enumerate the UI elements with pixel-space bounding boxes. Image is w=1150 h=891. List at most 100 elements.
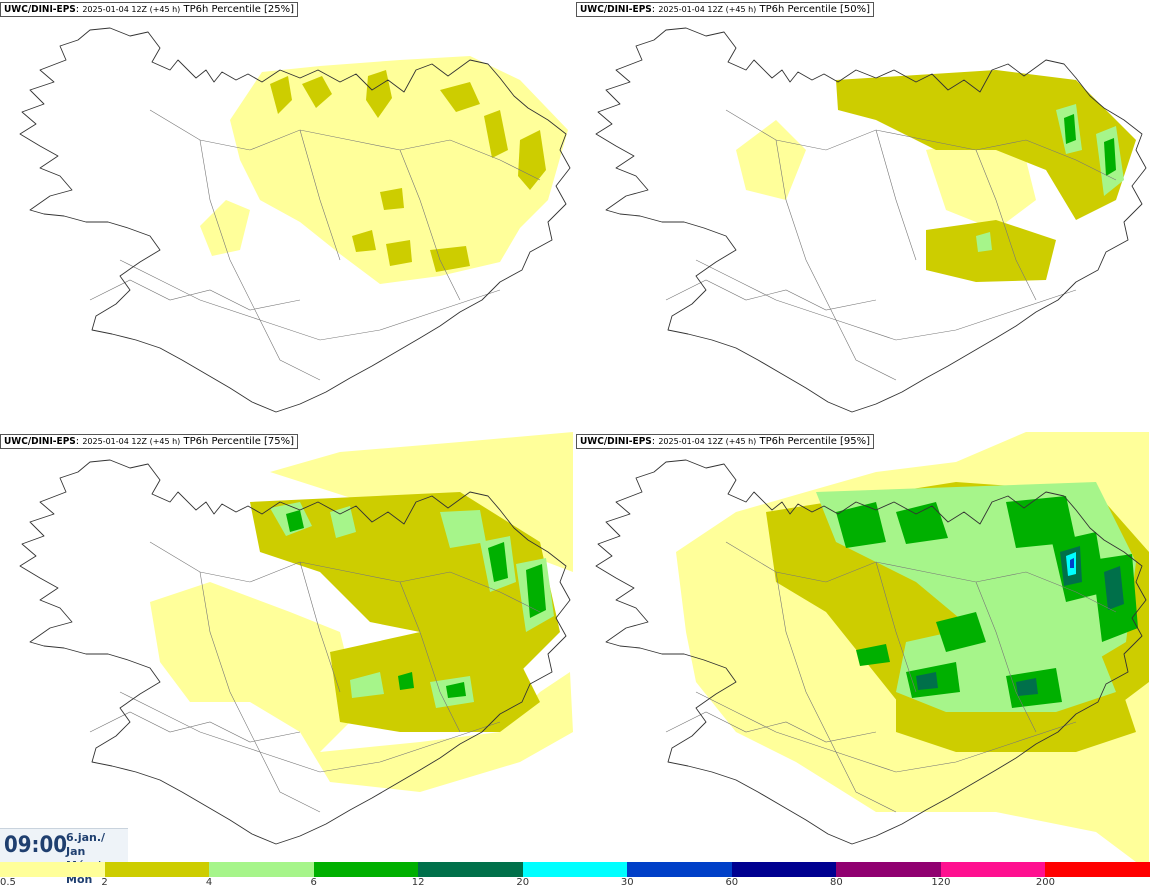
colorbar-tick-label: 0.5 bbox=[0, 877, 16, 888]
precip-contour bbox=[1006, 496, 1076, 548]
precip-contour bbox=[836, 502, 886, 548]
colorbar-tick-label: 2 bbox=[101, 877, 108, 888]
precip-contour bbox=[976, 232, 992, 252]
road-line bbox=[119, 259, 501, 341]
colorbar-tick-label: 30 bbox=[620, 877, 634, 888]
road-line bbox=[875, 561, 917, 693]
precip-contour bbox=[230, 56, 568, 284]
road-line bbox=[119, 691, 501, 773]
precip-field bbox=[736, 70, 1136, 282]
road-line bbox=[775, 139, 837, 321]
precip-contour bbox=[518, 130, 546, 190]
map-canvas-p50 bbox=[595, 27, 1147, 413]
map-canvas-p75 bbox=[19, 432, 573, 845]
precip-contour bbox=[380, 188, 404, 210]
valid-time: 09:00 bbox=[4, 833, 68, 858]
road-line bbox=[725, 109, 1117, 181]
precip-field bbox=[200, 56, 568, 284]
panel-field: TP6h Percentile [50%] bbox=[759, 4, 871, 15]
colorbar-segment bbox=[418, 862, 523, 877]
precip-contour bbox=[896, 502, 948, 544]
coastline bbox=[595, 459, 1147, 845]
road-line bbox=[835, 319, 897, 381]
road-line bbox=[695, 259, 1077, 341]
precip-contour bbox=[270, 76, 292, 114]
map-panel-p95: UWC/DINI-EPS: 2025-01-04 12Z (+45 h) TP6… bbox=[576, 432, 1149, 862]
colorbar-segment bbox=[940, 862, 1046, 877]
road-network bbox=[89, 541, 541, 813]
colorbar-tick-label: 60 bbox=[725, 877, 739, 888]
precip-contour bbox=[856, 644, 890, 666]
precip-contour bbox=[1016, 678, 1038, 696]
colorbar-tick-label: 6 bbox=[310, 877, 317, 888]
map-canvas-p95 bbox=[595, 432, 1149, 862]
map-panel-p25: UWC/DINI-EPS: 2025-01-04 12Z (+45 h) TP6… bbox=[0, 0, 573, 430]
precip-contour bbox=[286, 510, 304, 532]
colorbar-tick-label: 12 bbox=[411, 877, 425, 888]
road-line bbox=[975, 581, 1037, 733]
map-canvas-p25 bbox=[19, 27, 571, 413]
precip-contour bbox=[350, 672, 384, 698]
road-line bbox=[299, 561, 341, 693]
road-line bbox=[725, 541, 1117, 613]
map-panel-p75: UWC/DINI-EPS: 2025-01-04 12Z (+45 h) TP6… bbox=[0, 432, 573, 862]
road-line bbox=[399, 581, 461, 733]
panel-run-time: 2025-01-04 12Z (+45 h) bbox=[658, 5, 757, 14]
road-line bbox=[665, 279, 877, 311]
precip-contour bbox=[926, 140, 1036, 230]
precip-contour bbox=[440, 510, 486, 548]
road-line bbox=[149, 541, 541, 613]
road-line bbox=[199, 139, 261, 321]
panel-source: UWC/DINI-EPS bbox=[4, 436, 76, 447]
precip-contour bbox=[150, 582, 573, 792]
road-line bbox=[259, 751, 321, 813]
coastline bbox=[19, 27, 571, 413]
precip-field bbox=[676, 432, 1149, 862]
valid-time-box: 09:00 6.jan./ Jan Mán./ Mon bbox=[0, 828, 128, 886]
road-line bbox=[775, 571, 837, 753]
precip-contour bbox=[302, 76, 332, 108]
road-line bbox=[695, 691, 1077, 773]
road-network bbox=[665, 109, 1117, 381]
panel-divider-horizontal bbox=[0, 428, 1150, 432]
road-line bbox=[835, 751, 897, 813]
road-line bbox=[89, 279, 301, 311]
panel-source: UWC/DINI-EPS bbox=[580, 436, 652, 447]
colorbar-segment bbox=[836, 862, 941, 877]
panel-source: UWC/DINI-EPS bbox=[4, 4, 76, 15]
colorbar-ticks: 0.5 2 4 6 12 20 30 60 80 120 200 bbox=[0, 877, 1150, 891]
precip-colorbar bbox=[0, 862, 1150, 877]
road-line bbox=[875, 129, 917, 261]
panel-field: TP6h Percentile [75%] bbox=[183, 436, 295, 447]
colorbar-tick-label: 20 bbox=[516, 877, 530, 888]
colorbar-tick-label: 120 bbox=[931, 877, 951, 888]
colorbar-segment bbox=[1045, 862, 1150, 877]
panel-field: TP6h Percentile [25%] bbox=[183, 4, 295, 15]
precip-contour bbox=[1104, 138, 1116, 176]
precip-contour bbox=[926, 220, 1056, 282]
precip-contour bbox=[1070, 558, 1074, 568]
panel-title-p25: UWC/DINI-EPS: 2025-01-04 12Z (+45 h) TP6… bbox=[0, 2, 299, 17]
road-line bbox=[975, 149, 1037, 301]
colorbar-tick-label: 200 bbox=[1035, 877, 1055, 888]
colorbar-segment bbox=[313, 862, 419, 877]
colorbar-tick-label: 4 bbox=[205, 877, 213, 888]
panel-title-p75: UWC/DINI-EPS: 2025-01-04 12Z (+45 h) TP6… bbox=[0, 434, 299, 449]
panel-title-p95: UWC/DINI-EPS: 2025-01-04 12Z (+45 h) TP6… bbox=[576, 434, 875, 449]
panel-run-time: 2025-01-04 12Z (+45 h) bbox=[658, 437, 757, 446]
panel-field: TP6h Percentile [95%] bbox=[759, 436, 871, 447]
precip-contour bbox=[430, 246, 470, 272]
colorbar-segment bbox=[104, 862, 210, 877]
panel-source: UWC/DINI-EPS bbox=[580, 4, 652, 15]
panel-run-time: 2025-01-04 12Z (+45 h) bbox=[82, 5, 181, 14]
panel-title-p50: UWC/DINI-EPS: 2025-01-04 12Z (+45 h) TP6… bbox=[576, 2, 875, 17]
precip-contour bbox=[836, 70, 1136, 220]
precip-contour bbox=[200, 200, 250, 256]
colorbar-segment bbox=[522, 862, 628, 877]
precip-contour bbox=[526, 564, 546, 618]
precip-contour bbox=[446, 682, 466, 698]
precip-contour bbox=[386, 240, 412, 266]
precip-field bbox=[150, 432, 573, 792]
panel-run-time: 2025-01-04 12Z (+45 h) bbox=[82, 437, 181, 446]
precip-contour bbox=[936, 612, 986, 652]
